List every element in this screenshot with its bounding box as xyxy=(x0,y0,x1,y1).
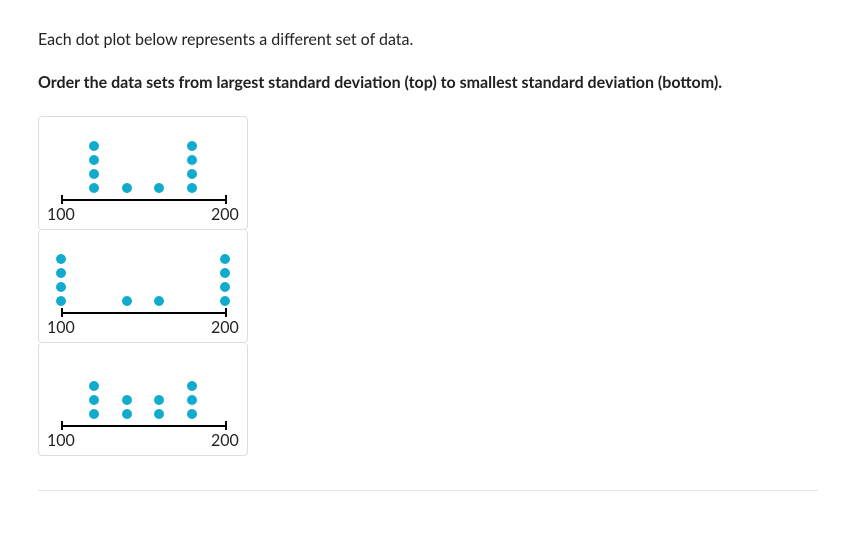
dot xyxy=(154,409,164,419)
dot xyxy=(187,381,197,391)
dot xyxy=(122,296,132,306)
dot xyxy=(187,169,197,179)
axis xyxy=(47,421,239,431)
axis-labels: 100 200 xyxy=(47,318,239,340)
dot-plot-card[interactable]: 100 200 xyxy=(38,230,248,343)
dot xyxy=(220,254,230,264)
axis-label-right: 200 xyxy=(211,431,239,450)
dot-area xyxy=(47,236,239,306)
dot xyxy=(56,254,66,264)
dot xyxy=(89,409,99,419)
dot xyxy=(89,381,99,391)
dot xyxy=(220,282,230,292)
dot xyxy=(187,141,197,151)
axis-label-left: 100 xyxy=(47,318,75,337)
dot-plot-card[interactable]: 100 200 xyxy=(38,116,248,230)
axis-label-right: 200 xyxy=(211,205,239,224)
dot xyxy=(89,141,99,151)
dot xyxy=(89,155,99,165)
dot xyxy=(122,395,132,405)
dot xyxy=(154,395,164,405)
axis-labels: 100 200 xyxy=(47,431,239,453)
axis-label-right: 200 xyxy=(211,318,239,337)
dot xyxy=(89,169,99,179)
dot xyxy=(122,183,132,193)
dot-area xyxy=(47,123,239,193)
dot xyxy=(89,395,99,405)
dot xyxy=(56,296,66,306)
dot xyxy=(187,409,197,419)
dot-plots-container: 100 200 100 200 100 200 xyxy=(38,116,248,456)
divider xyxy=(38,490,818,491)
dot-area xyxy=(47,349,239,419)
dot xyxy=(220,268,230,278)
axis-label-left: 100 xyxy=(47,431,75,450)
axis-label-left: 100 xyxy=(47,205,75,224)
intro-text: Each dot plot below represents a differe… xyxy=(38,30,818,49)
axis-labels: 100 200 xyxy=(47,205,239,227)
dot xyxy=(187,183,197,193)
dot xyxy=(154,183,164,193)
dot xyxy=(187,395,197,405)
dot xyxy=(56,282,66,292)
dot xyxy=(187,155,197,165)
dot xyxy=(154,296,164,306)
axis xyxy=(47,195,239,205)
dot xyxy=(220,296,230,306)
instruction-text: Order the data sets from largest standar… xyxy=(38,73,818,92)
dot xyxy=(89,183,99,193)
dot xyxy=(122,409,132,419)
dot-plot-card[interactable]: 100 200 xyxy=(38,343,248,456)
axis xyxy=(47,308,239,318)
dot xyxy=(56,268,66,278)
